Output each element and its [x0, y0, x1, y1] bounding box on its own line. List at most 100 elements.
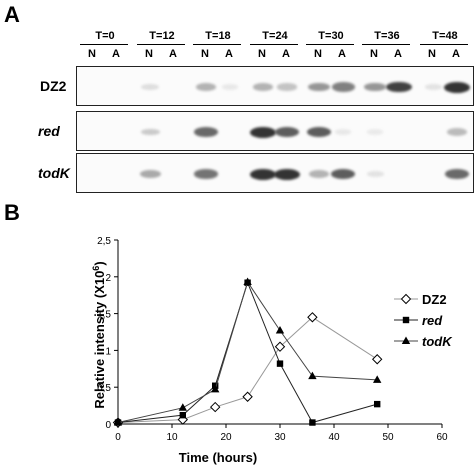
blot-band — [331, 82, 355, 92]
timepoint-label: T=30 — [318, 30, 344, 42]
blot-band — [250, 168, 276, 180]
blot-band — [308, 82, 330, 92]
data-point — [373, 375, 382, 383]
blot-row-label: DZ2 — [40, 78, 67, 94]
blot-band — [194, 127, 218, 137]
data-point — [274, 341, 286, 352]
lane-label-n: N — [88, 48, 96, 60]
timepoint-label: T=24 — [262, 30, 288, 42]
legend-marker — [400, 293, 412, 305]
lane-label-a: A — [225, 48, 233, 60]
x-axis-label: Time (hours) — [179, 450, 258, 465]
lane-label-a: A — [338, 48, 346, 60]
series-line — [117, 316, 378, 424]
x-tick-label: 0 — [115, 432, 121, 443]
blot-band — [274, 168, 300, 180]
legend-label: todK — [422, 334, 453, 349]
x-tick-label: 40 — [328, 432, 340, 443]
data-point — [209, 401, 221, 413]
data-point — [243, 277, 252, 285]
blot-band — [195, 83, 217, 91]
blot-band — [274, 126, 300, 138]
timepoint-underline — [362, 44, 410, 45]
timepoint-underline — [137, 44, 185, 45]
blot-band — [306, 126, 332, 138]
timepoint-underline — [250, 44, 298, 45]
blot-band — [250, 126, 276, 138]
timepoint-label: T=48 — [432, 30, 458, 42]
lane-label-n: N — [145, 48, 153, 60]
blot-strip — [76, 153, 474, 193]
data-point — [211, 384, 220, 393]
data-point — [179, 411, 186, 419]
data-point — [309, 419, 316, 426]
blot-band — [424, 84, 442, 90]
blot-band — [444, 81, 470, 93]
lane-label-a: A — [169, 48, 177, 60]
x-tick-label: 30 — [274, 432, 286, 443]
data-point — [275, 326, 285, 334]
y-tick-label: 0 — [105, 420, 111, 431]
data-point — [113, 418, 123, 426]
series-dz2 — [112, 312, 383, 428]
legend-label: red — [422, 313, 443, 328]
y-tick-label: 1 — [105, 346, 111, 357]
x-tick-label: 50 — [382, 432, 394, 443]
x-tick-label: 60 — [436, 432, 448, 443]
lane-label-a: A — [282, 48, 290, 60]
blot-band — [334, 129, 352, 135]
timepoint-underline — [80, 44, 128, 45]
chart-plot-area — [112, 277, 383, 428]
timepoint-label: T=18 — [205, 30, 231, 42]
legend-marker — [402, 316, 410, 324]
blot-strip — [76, 111, 474, 151]
timepoint-label: T=0 — [95, 30, 115, 42]
blot-band — [445, 169, 469, 179]
series-todk — [113, 277, 382, 426]
blot-band — [364, 82, 386, 92]
y-tick-label: 2 — [105, 273, 111, 284]
lane-label-n: N — [201, 48, 209, 60]
y-tick-label: 0,5 — [97, 383, 111, 394]
data-point — [308, 371, 317, 380]
series-red — [114, 279, 381, 426]
lane-label-n: N — [370, 48, 378, 60]
x-tick-label: 10 — [166, 432, 178, 443]
x-tick-label: 20 — [220, 432, 232, 443]
legend-marker — [401, 336, 411, 344]
timepoint-underline — [193, 44, 241, 45]
blot-band — [366, 171, 384, 177]
data-point — [178, 403, 187, 411]
y-tick-label: 2,5 — [97, 236, 111, 247]
data-point — [374, 400, 381, 408]
blot-band — [252, 83, 274, 91]
blot-band — [221, 84, 239, 90]
lane-label-n: N — [314, 48, 322, 60]
chart-axes: 0 0,5 1 1,5 2 2,5 0 10 20 30 40 50 60 — [97, 236, 448, 443]
blot-band — [308, 170, 330, 178]
blot-band — [194, 169, 218, 179]
blot-row-label: red — [38, 123, 60, 139]
data-point — [307, 312, 318, 323]
data-point — [276, 360, 284, 367]
lane-label-a: A — [452, 48, 460, 60]
blot-band — [447, 128, 467, 136]
panel-b-letter: B — [4, 200, 20, 225]
blot-band — [139, 170, 161, 178]
blot-band — [366, 129, 384, 135]
lane-label-a: A — [112, 48, 120, 60]
panel-a-letter: A — [4, 2, 20, 27]
blot-band — [277, 83, 297, 91]
legend-label: DZ2 — [422, 292, 447, 307]
lane-label-n: N — [428, 48, 436, 60]
blot-band — [386, 81, 412, 93]
blot-band — [330, 168, 356, 180]
y-axis-label: Relative intensity (X106) — [91, 261, 107, 408]
timepoint-underline — [420, 44, 468, 45]
chart-legend: DZ2 red todK — [394, 292, 453, 349]
lane-label-a: A — [394, 48, 402, 60]
timepoint-label: T=36 — [374, 30, 400, 42]
timepoint-label: T=12 — [149, 30, 175, 42]
lane-label-n: N — [258, 48, 266, 60]
